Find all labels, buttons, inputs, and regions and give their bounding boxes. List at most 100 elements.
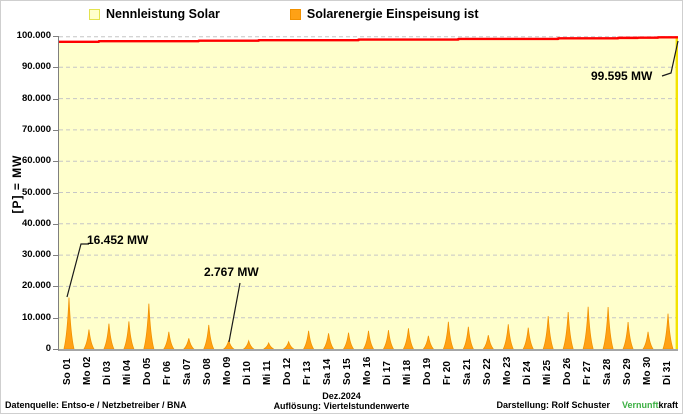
solar-day-spike <box>642 331 654 349</box>
plot-area <box>58 36 678 351</box>
x-tick-label: Fr 06 <box>162 361 174 385</box>
x-tick-label: Di 24 <box>521 361 533 385</box>
solar-day-spike <box>622 322 634 349</box>
y-tick-mark <box>53 349 58 350</box>
legend-swatch-orange <box>289 8 301 20</box>
y-tick-mark <box>53 317 58 319</box>
x-tick-label: Sa 14 <box>322 358 334 385</box>
x-tick-label: Mo 02 <box>82 356 94 385</box>
y-tick-label: 40.000 <box>21 217 51 229</box>
y-tick-mark <box>53 255 58 257</box>
y-tick-label: 90.000 <box>21 61 51 73</box>
annotation-capacity-value: 99.595 MW <box>591 69 653 83</box>
solar-feedin-spikes <box>63 297 674 349</box>
y-tick-label: 80.000 <box>21 92 51 104</box>
solar-day-spike <box>482 335 494 349</box>
y-tick-mark <box>53 192 58 194</box>
capacity-line <box>59 36 678 43</box>
footer-credit: Darstellung: Rolf Schuster Vernunftkraft <box>496 400 678 410</box>
footer-resolution: Auflösung: Viertelstundenwerte <box>273 401 410 411</box>
y-tick-mark <box>53 161 58 163</box>
x-tick-label: Di 17 <box>381 361 393 385</box>
x-tick-label: Mo 16 <box>362 356 373 385</box>
x-tick-label: Di 31 <box>661 361 673 385</box>
solar-day-spike <box>562 312 574 349</box>
x-tick-label: So 08 <box>202 358 214 385</box>
gridlines <box>59 36 678 319</box>
x-tick-label: Sa 28 <box>601 358 613 385</box>
x-tick-label: Mi 04 <box>122 359 134 385</box>
solar-day-spike <box>542 316 554 349</box>
solar-day-spike <box>163 331 175 349</box>
solar-day-spike <box>582 306 594 349</box>
legend-label-einspeisung: Solarenergie Einspeisung ist <box>306 7 479 21</box>
solar-day-spike <box>662 313 674 349</box>
x-tick-label: Mo 23 <box>501 356 513 385</box>
solar-day-spike <box>263 341 274 349</box>
solar-day-spike <box>203 324 215 349</box>
solar-day-spike <box>242 339 255 349</box>
x-tick-label: Mi 25 <box>541 359 553 385</box>
solar-day-spike <box>183 338 195 349</box>
solar-day-spike <box>363 330 374 349</box>
x-tick-label: Di 03 <box>102 361 114 385</box>
x-tick-label: So 22 <box>481 358 493 385</box>
legend-label-nennleistung: Nennleistung Solar <box>106 7 220 21</box>
y-tick-label: 50.000 <box>21 186 51 198</box>
footer-month: Dez.2024 <box>322 391 361 401</box>
footer-center: Dez.2024 Auflösung: Viertelstundenwerte <box>1 391 682 411</box>
legend-item-einspeisung: Solarenergie Einspeisung ist <box>289 7 479 21</box>
y-tick-label: 70.000 <box>21 123 51 135</box>
y-tick-label: 100.000 <box>16 30 51 41</box>
solar-day-spike <box>602 307 614 349</box>
footer-brand-green: Vernunft <box>621 400 659 410</box>
x-tick-label: So 29 <box>621 358 633 385</box>
y-tick-label: 20.000 <box>21 280 51 292</box>
solar-day-spike <box>123 321 135 349</box>
solar-day-spike <box>282 340 295 349</box>
footer-credit-author: Darstellung: Rolf Schuster <box>496 400 610 410</box>
x-tick-label: Do 19 <box>421 357 433 385</box>
footer-brand-black: kraft <box>658 400 678 410</box>
solar-day-spike <box>502 324 514 349</box>
x-tick-label: Di 10 <box>242 361 254 385</box>
x-tick-label: Do 12 <box>282 357 294 385</box>
x-tick-label: Mo 09 <box>222 356 234 385</box>
x-tick-label: Do 26 <box>561 357 573 385</box>
y-tick-mark <box>53 129 58 131</box>
x-tick-label: Mi 11 <box>262 360 274 385</box>
solar-day-spike <box>343 332 355 349</box>
x-tick-label: Sa 07 <box>182 358 194 385</box>
x-tick-label: So 01 <box>62 358 74 385</box>
solar-day-spike <box>103 323 115 349</box>
footer-datasource: Datenquelle: Entso-e / Netzbetreiber / B… <box>5 400 187 410</box>
y-tick-label: 10.000 <box>21 311 51 323</box>
solar-day-spike <box>323 333 335 349</box>
x-tick-label: Fr 27 <box>581 361 593 385</box>
solar-day-spike <box>442 321 454 349</box>
x-tick-label: Fr 13 <box>302 361 314 385</box>
capacity-area <box>59 37 678 349</box>
y-tick-mark <box>53 67 58 69</box>
y-tick-mark <box>53 223 58 225</box>
solar-day-spike <box>522 327 534 349</box>
y-tick-mark <box>53 36 58 37</box>
x-tick-label: Mi 18 <box>401 359 413 385</box>
y-tick-label: 30.000 <box>21 249 51 261</box>
legend-item-nennleistung: Nennleistung Solar <box>89 7 220 21</box>
y-tick-mark <box>53 98 58 100</box>
solar-day-spike <box>422 335 434 349</box>
annotation-min-day9: 2.767 MW <box>204 265 259 279</box>
x-tick-label: So 15 <box>342 358 354 385</box>
x-tick-label: Fr 20 <box>441 361 453 385</box>
y-tick-mark <box>53 286 58 288</box>
solar-day-spike <box>63 297 75 349</box>
solar-day-spike <box>462 326 474 349</box>
legend: Nennleistung Solar Solarenergie Einspeis… <box>1 7 682 21</box>
legend-swatch-yellow <box>89 8 100 20</box>
y-tick-label: 0 <box>45 343 51 354</box>
solar-day-spike <box>303 330 315 349</box>
solar-day-spike <box>143 303 155 349</box>
solar-day-spike <box>382 330 394 349</box>
